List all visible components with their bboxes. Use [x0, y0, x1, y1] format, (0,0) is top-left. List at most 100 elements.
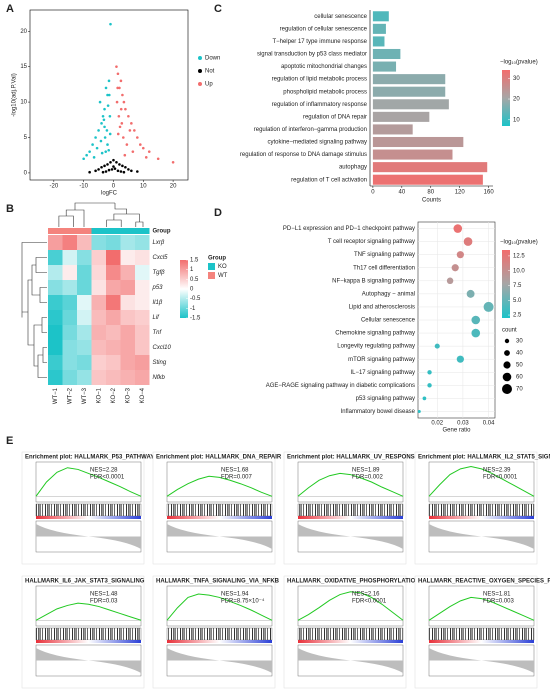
rank-gradient: [167, 516, 272, 519]
rank-gradient: [298, 640, 403, 643]
bar: [372, 149, 453, 160]
point: [171, 160, 175, 164]
nes-label: NES=2.16: [352, 592, 380, 598]
category-label: regulation of lipid metabolic process: [272, 77, 367, 83]
bar: [372, 23, 386, 34]
heat-cell: [106, 295, 121, 310]
heat-cell: [91, 235, 106, 250]
point: [121, 93, 124, 97]
hit-barcode: [428, 627, 535, 641]
heat-cell: [91, 355, 106, 370]
point: [136, 170, 139, 173]
point: [130, 122, 133, 125]
x-axis-label: Gene ratio: [442, 428, 471, 434]
bar: [372, 48, 401, 60]
point: [147, 150, 151, 153]
heat-cell: [135, 325, 150, 340]
point: [124, 107, 127, 111]
category-label: signal transduction by p53 class mediato…: [257, 52, 367, 58]
heat-cell: [135, 310, 150, 325]
dot: [456, 251, 464, 259]
heat-cell: [77, 325, 92, 340]
heat-cell: [120, 340, 135, 355]
heat-cell: [48, 235, 63, 250]
heat-cell: [91, 295, 106, 310]
size-label: 50: [516, 363, 523, 369]
point: [101, 170, 105, 174]
hit-barcode: [166, 503, 273, 517]
heat-cell: [62, 235, 77, 250]
x-tick-label: 80: [427, 190, 434, 196]
x-tick-label: 40: [398, 190, 405, 196]
colorbar-label: 2.5: [513, 313, 522, 319]
x-tick-label: 120: [455, 190, 466, 196]
group-annotation: [135, 228, 150, 234]
heat-cell: [77, 250, 92, 265]
point: [120, 122, 124, 125]
heat-cell: [62, 280, 77, 295]
dot: [471, 315, 481, 325]
dot: [427, 383, 432, 388]
category-label: regulation of inflammatory response: [272, 102, 368, 108]
nes-label: NES=1.89: [352, 468, 380, 474]
colorbar-label: 7.5: [513, 283, 522, 289]
group-annotation: [77, 228, 92, 234]
heat-cell: [77, 235, 92, 250]
rank-gradient: [36, 516, 141, 519]
heat-cell: [120, 235, 135, 250]
category-label: phospholipid metabolic process: [283, 89, 367, 95]
fdr-label: FDR=0.007: [221, 475, 253, 481]
dot: [434, 343, 440, 349]
point: [103, 136, 107, 139]
heat-cell: [48, 340, 63, 355]
legend-label: Not: [205, 69, 215, 75]
bar: [372, 36, 385, 47]
colorbar-label: 10: [513, 117, 520, 123]
point: [113, 167, 117, 170]
point: [116, 169, 120, 173]
point: [107, 148, 111, 152]
bar: [372, 74, 446, 85]
ranked-metric: [429, 524, 534, 549]
plot-frame: [29, 9, 189, 181]
category-label: AGE−RAGE signaling pathway in diabetic c…: [266, 383, 415, 389]
dot: [427, 370, 432, 375]
panel-label: A: [6, 3, 14, 15]
heat-cell: [135, 295, 150, 310]
point: [82, 157, 85, 161]
es-curve: [297, 472, 404, 497]
point: [103, 107, 106, 111]
point: [141, 146, 145, 150]
hit-barcode: [35, 503, 142, 517]
heat-cell: [48, 295, 63, 310]
point: [119, 79, 123, 83]
heat-cell: [91, 340, 106, 355]
point: [85, 153, 88, 157]
ranked-metric: [167, 648, 272, 673]
column-label: WT−3: [82, 387, 88, 404]
x-tick-label: 0.02: [431, 421, 443, 427]
y-tick-label: 0: [24, 170, 28, 176]
heat-cell: [48, 250, 63, 265]
colorbar-label: -0.5: [190, 296, 201, 302]
es-curve: [428, 596, 535, 621]
category-label: TNF signaling pathway: [354, 252, 415, 258]
panel-label: E: [6, 435, 13, 447]
legend-label: WT: [218, 273, 228, 279]
heat-cell: [135, 280, 150, 295]
row-label: Tgfβ: [153, 270, 166, 276]
dot: [456, 355, 464, 363]
category-label: Longevity regulating pathway: [337, 344, 415, 350]
point: [106, 143, 109, 146]
category-label: T cell receptor signaling pathway: [328, 239, 415, 245]
es-frame: [166, 585, 273, 627]
group-annotation: [120, 228, 135, 234]
point: [104, 150, 108, 153]
point: [125, 143, 129, 146]
es-frame: [428, 461, 535, 503]
gsea-title: Enrichment plot: HALLMARK_DNA_REPAIR: [156, 455, 282, 461]
group-annotation: [48, 228, 63, 234]
point: [94, 169, 97, 173]
point: [109, 22, 112, 26]
legend-label: Up: [205, 82, 213, 88]
